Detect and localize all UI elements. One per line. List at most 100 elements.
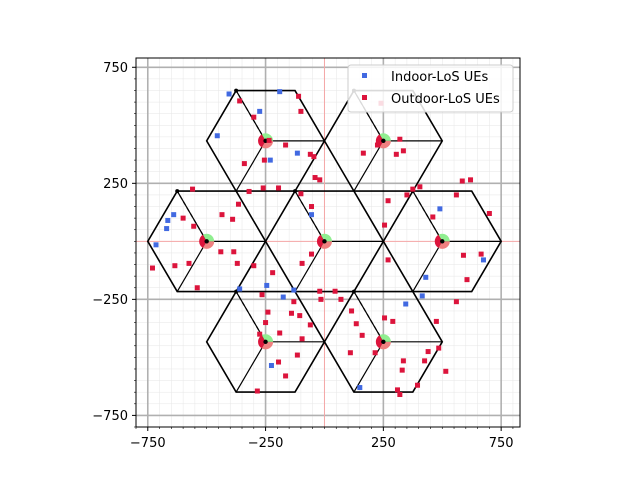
outdoor-ue-point: [251, 114, 257, 120]
outdoor-ue-point: [317, 288, 323, 294]
outdoor-ue-point: [338, 296, 344, 302]
indoor-ue-point: [291, 287, 297, 293]
outdoor-ue-point: [359, 332, 365, 338]
indoor-ue-point: [280, 294, 286, 300]
outdoor-ue-point: [410, 186, 416, 192]
outdoor-ue-point: [283, 373, 289, 379]
indoor-ue-point: [214, 133, 220, 139]
outdoor-ue-point: [309, 204, 315, 210]
outdoor-ue-point: [433, 318, 439, 324]
outdoor-ue-point: [172, 263, 178, 269]
outdoor-ue-point: [234, 260, 240, 266]
outdoor-ue-point: [186, 260, 192, 266]
outdoor-ue-point: [266, 137, 272, 143]
outdoor-ue-point: [237, 98, 243, 104]
base-station-dot: [263, 339, 268, 345]
outdoor-ue-point: [417, 184, 423, 190]
base-station-dot: [322, 239, 327, 244]
legend-box: [347, 64, 514, 113]
sector-wedge-red: [258, 134, 266, 148]
beam-endpoint: [234, 289, 239, 294]
outdoor-ue-point: [415, 382, 421, 388]
outdoor-ue-point: [486, 210, 492, 216]
sector-line: [412, 241, 443, 292]
hex-outline: [382, 190, 503, 293]
outdoor-ue-point: [259, 292, 265, 298]
indoor-ue-point: [267, 157, 273, 163]
indoor-ue-point: [294, 150, 300, 156]
outdoor-ue-point: [468, 177, 474, 183]
outdoor-ue-point: [307, 151, 313, 157]
sector-line: [294, 241, 325, 292]
outdoor-ue-point: [382, 222, 388, 228]
outdoor-ue-point: [390, 318, 396, 324]
indoor-ue-point: [419, 293, 425, 299]
outdoor-ue-point: [298, 108, 304, 114]
outdoor-ue-point: [296, 93, 302, 99]
sector-line: [176, 241, 208, 292]
indoor-ue-point: [171, 212, 177, 218]
x-tick-label: −750: [130, 436, 166, 451]
sector-wedge-red: [434, 234, 443, 248]
hex-outline: [323, 290, 444, 393]
y-tick-label: −750: [92, 409, 128, 424]
indoor-ue-point: [268, 363, 274, 368]
outdoor-ue-point: [276, 359, 282, 365]
indoor-ue-point: [437, 206, 443, 212]
indoor-ue-point: [264, 282, 270, 288]
minor-grid: [136, 58, 520, 427]
outdoor-ue-point: [478, 251, 484, 257]
beam-endpoint: [351, 289, 356, 294]
outdoor-ue-point: [230, 216, 236, 222]
outdoor-ue-point: [277, 330, 283, 336]
outdoor-ue-point: [288, 310, 294, 316]
outdoor-ue-point: [397, 136, 403, 142]
outdoor-ue-point: [254, 388, 260, 394]
sector-line: [235, 341, 267, 393]
outdoor-ue-point: [400, 148, 406, 154]
indoor-ue-point: [357, 385, 363, 391]
outdoor-ue-point: [393, 151, 399, 157]
outdoor-ue-point: [297, 313, 303, 319]
outdoor-ue-point: [443, 368, 449, 374]
x-tick-label: 750: [489, 436, 514, 451]
x-tick-label: −250: [248, 436, 284, 451]
outdoor-ue-point: [311, 154, 317, 160]
legend-label-indoor: Indoor-LoS UEs: [391, 70, 489, 85]
sector-line: [235, 140, 267, 192]
legend-marker-indoor: [362, 73, 367, 78]
sector-wedge-red: [316, 234, 325, 248]
beam-dashed-line: [412, 190, 443, 242]
outdoor-ue-point: [460, 252, 466, 258]
outdoor-ue-point: [231, 249, 237, 255]
outdoor-ue-point: [260, 185, 266, 191]
outdoor-ue-point: [459, 178, 465, 184]
outdoor-ue-point: [425, 349, 431, 355]
ue-points: [149, 89, 492, 398]
sector-line: [353, 341, 384, 393]
hex-cell: [382, 189, 503, 293]
outdoor-ue-point: [149, 265, 155, 271]
outdoor-ue-point: [218, 249, 224, 255]
beam-dashed-line: [353, 90, 384, 142]
hex-outline: [205, 89, 326, 192]
outdoor-ue-point: [241, 161, 247, 167]
outdoor-ue-point: [453, 299, 459, 305]
y-tick-label: 250: [103, 177, 128, 192]
beam-dashed-line: [235, 90, 267, 142]
outdoor-ue-point: [312, 175, 318, 181]
outdoor-ue-point: [422, 358, 428, 364]
axis-ticks: [132, 66, 514, 431]
outdoor-ue-point: [291, 299, 297, 305]
outdoor-ue-point: [385, 198, 391, 204]
outdoor-ue-point: [191, 223, 197, 229]
y-tick-label: −250: [92, 293, 128, 308]
indoor-ue-point: [480, 257, 486, 263]
series-indoor: [153, 89, 486, 391]
outdoor-ue-point: [294, 352, 300, 358]
outdoor-ue-point: [309, 251, 315, 257]
outdoor-ue-point: [453, 192, 459, 198]
outdoor-ue-point: [261, 157, 267, 163]
outdoor-ue-point: [276, 185, 282, 191]
